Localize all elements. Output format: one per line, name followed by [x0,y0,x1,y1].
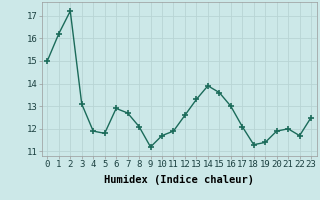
X-axis label: Humidex (Indice chaleur): Humidex (Indice chaleur) [104,175,254,185]
